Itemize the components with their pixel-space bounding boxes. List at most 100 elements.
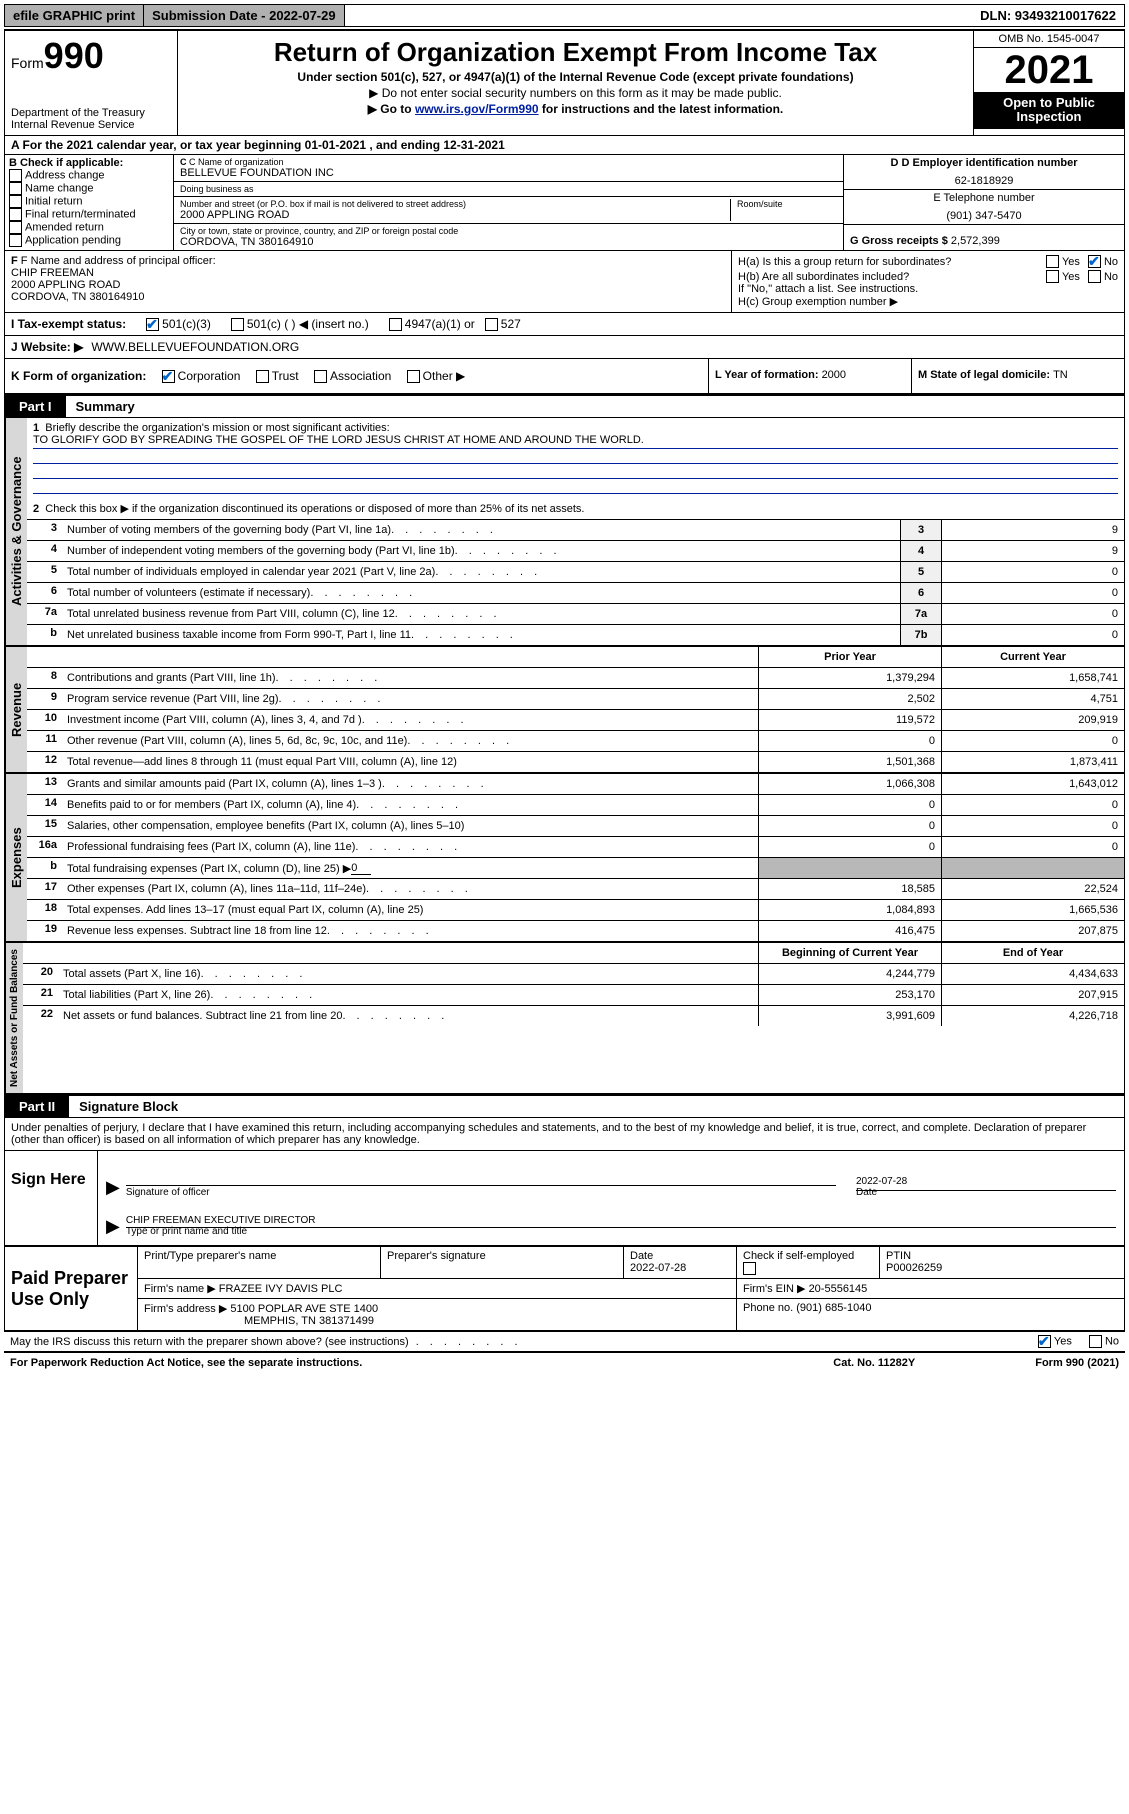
- chk-ha-no[interactable]: [1088, 255, 1101, 268]
- part1-header: Part I Summary: [4, 394, 1125, 418]
- org-name-label: C C Name of organization: [180, 157, 837, 167]
- v3: 9: [941, 520, 1124, 540]
- public-inspection: Open to Public Inspection: [974, 92, 1124, 129]
- chk-trust[interactable]: [256, 370, 269, 383]
- p11: 0: [758, 731, 941, 751]
- hc-label: H(c) Group exemption number ▶: [738, 295, 1118, 308]
- chk-4947[interactable]: [389, 318, 402, 331]
- l13: Grants and similar amounts paid (Part IX…: [63, 774, 758, 794]
- prep-name-cell: Print/Type preparer's name: [138, 1247, 381, 1279]
- ein-value: 62-1818929: [850, 175, 1118, 187]
- form-id-cell: Form990 Department of the Treasury Inter…: [5, 31, 178, 135]
- tax-exempt-label: I Tax-exempt status:: [11, 317, 126, 331]
- irs-link[interactable]: www.irs.gov/Form990: [415, 102, 539, 116]
- chk-name-change[interactable]: [9, 182, 22, 195]
- ha-label: H(a) Is this a group return for subordin…: [738, 256, 1046, 268]
- p8: 1,379,294: [758, 668, 941, 688]
- may-irs-text: May the IRS discuss this return with the…: [10, 1336, 522, 1348]
- firm-phone-cell: Phone no. (901) 685-1040: [737, 1299, 1125, 1331]
- chk-discuss-yes[interactable]: [1038, 1335, 1051, 1348]
- l8: Contributions and grants (Part VIII, lin…: [63, 668, 758, 688]
- form-note2b: for instructions and the latest informat…: [539, 102, 784, 116]
- dept-label: Department of the Treasury: [11, 107, 171, 119]
- ein-label: D D Employer identification number: [850, 157, 1118, 169]
- part2-title: Signature Block: [69, 1096, 188, 1117]
- chk-discuss-no[interactable]: [1089, 1335, 1102, 1348]
- chk-self-employed[interactable]: [743, 1262, 756, 1275]
- chk-application-pending[interactable]: [9, 234, 22, 247]
- hb-label: H(b) Are all subordinates included?: [738, 271, 1046, 283]
- street-value: 2000 APPLING ROAD: [180, 209, 730, 221]
- irs-label: Internal Revenue Service: [11, 119, 171, 131]
- v4: 9: [941, 541, 1124, 561]
- p16a: 0: [758, 837, 941, 857]
- phone-label: E Telephone number: [850, 192, 1118, 204]
- c21: 207,915: [941, 985, 1124, 1005]
- form-org-label: K Form of organization:: [11, 369, 146, 383]
- p10: 119,572: [758, 710, 941, 730]
- officer-addr1: 2000 APPLING ROAD: [11, 279, 725, 291]
- l4: Number of independent voting members of …: [63, 541, 900, 561]
- l1-text: TO GLORIFY GOD BY SPREADING THE GOSPEL O…: [33, 434, 1118, 449]
- sig-officer-field[interactable]: Signature of officer: [126, 1185, 836, 1198]
- p12: 1,501,368: [758, 752, 941, 772]
- cat-no: Cat. No. 11282Y: [833, 1357, 915, 1369]
- c15: 0: [941, 816, 1124, 836]
- l6: Total number of volunteers (estimate if …: [63, 583, 900, 603]
- p22: 3,991,609: [758, 1006, 941, 1026]
- chk-corporation[interactable]: [162, 370, 175, 383]
- chk-address-change[interactable]: [9, 169, 22, 182]
- city-value: CORDOVA, TN 380164910: [180, 236, 837, 248]
- chk-hb-yes[interactable]: [1046, 270, 1059, 283]
- block-b: B Check if applicable: Address change Na…: [5, 155, 174, 250]
- tax-year: 2021: [974, 48, 1124, 92]
- p18: 1,084,893: [758, 900, 941, 920]
- l7a: Total unrelated business revenue from Pa…: [63, 604, 900, 624]
- form-subtitle: Under section 501(c), 527, or 4947(a)(1)…: [186, 70, 965, 84]
- chk-ha-yes[interactable]: [1046, 255, 1059, 268]
- side-expenses: Expenses: [5, 774, 27, 941]
- l22: Net assets or fund balances. Subtract li…: [59, 1006, 758, 1026]
- c14: 0: [941, 795, 1124, 815]
- v7b: 0: [941, 625, 1124, 645]
- chk-527[interactable]: [485, 318, 498, 331]
- c18: 1,665,536: [941, 900, 1124, 920]
- c13: 1,643,012: [941, 774, 1124, 794]
- form-ref: Form 990 (2021): [1035, 1357, 1119, 1369]
- p20: 4,244,779: [758, 964, 941, 984]
- part2-label: Part II: [5, 1096, 69, 1117]
- l17: Other expenses (Part IX, column (A), lin…: [63, 879, 758, 899]
- chk-association[interactable]: [314, 370, 327, 383]
- website-label: J Website: ▶: [11, 340, 83, 354]
- sign-here-block: Sign Here ▶ Signature of officer 2022-07…: [4, 1151, 1125, 1246]
- c19: 207,875: [941, 921, 1124, 941]
- chk-initial-return[interactable]: [9, 195, 22, 208]
- efile-print-button[interactable]: efile GRAPHIC print: [5, 5, 144, 26]
- form-number: 990: [44, 35, 104, 76]
- side-netassets: Net Assets or Fund Balances: [5, 943, 23, 1093]
- p17: 18,585: [758, 879, 941, 899]
- chk-hb-no[interactable]: [1088, 270, 1101, 283]
- l15: Salaries, other compensation, employee b…: [63, 816, 758, 836]
- l1-label: Briefly describe the organization's miss…: [45, 422, 389, 434]
- sig-arrow-icon-2: ▶: [106, 1216, 120, 1237]
- prep-sig-cell: Preparer's signature: [381, 1247, 624, 1279]
- c9: 4,751: [941, 689, 1124, 709]
- chk-501c[interactable]: [231, 318, 244, 331]
- part2-header: Part II Signature Block: [4, 1094, 1125, 1118]
- side-revenue: Revenue: [5, 647, 27, 772]
- chk-other[interactable]: [407, 370, 420, 383]
- row-l: L Year of formation: 2000: [708, 359, 911, 393]
- blocks-d-e-g: D D Employer identification number 62-18…: [843, 155, 1124, 250]
- row-k: K Form of organization: Corporation Trus…: [5, 359, 708, 393]
- chk-amended-return[interactable]: [9, 221, 22, 234]
- city-label: City or town, state or province, country…: [180, 226, 837, 236]
- chk-501c3[interactable]: [146, 318, 159, 331]
- form-year-cell: OMB No. 1545-0047 2021 Open to Public In…: [973, 31, 1124, 135]
- c12: 1,873,411: [941, 752, 1124, 772]
- phone-value: (901) 347-5470: [850, 210, 1118, 222]
- begin-head: Beginning of Current Year: [758, 943, 941, 963]
- p9: 2,502: [758, 689, 941, 709]
- c8: 1,658,741: [941, 668, 1124, 688]
- chk-final-return[interactable]: [9, 208, 22, 221]
